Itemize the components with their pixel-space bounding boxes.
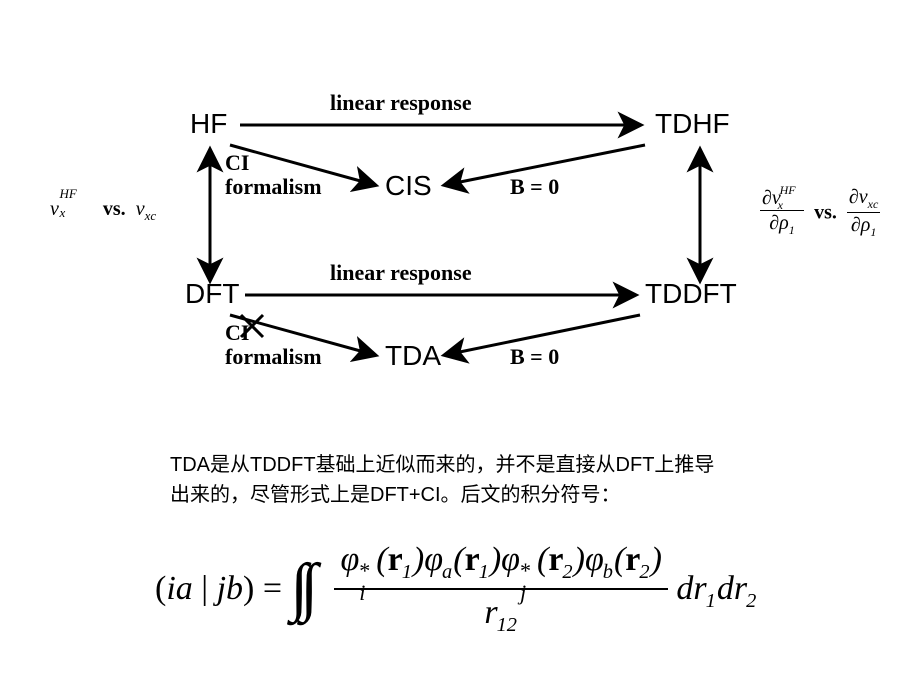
formula-lhs: (ia | jb) = (155, 570, 291, 607)
node-cis: CIS (385, 170, 432, 202)
integral-formula: (ia | jb) = ∫∫ φ*i(r1)φa(r1)φ*j(r2)φb(r2… (155, 540, 757, 639)
node-tdhf: TDHF (655, 108, 730, 140)
label-b0-bot: B = 0 (510, 344, 559, 369)
label-ci-top-1: CI (225, 150, 249, 175)
label-linear-response-top: linear response (330, 90, 472, 115)
formula-numerator: φ*i(r1)φa(r1)φ*j(r2)φb(r2) (334, 541, 667, 590)
label-vx-right: ∂vHFx∂ρ1 vs. ∂vxc∂ρ1 (760, 186, 880, 240)
label-ci-top-2: formalism (225, 174, 322, 199)
caption-text: TDA是从TDDFT基础上近似而来的，并不是直接从DFT上推导出来的，尽管形式上… (170, 450, 730, 510)
node-hf: HF (190, 108, 227, 140)
label-ci-bot-2: formalism (225, 344, 322, 369)
node-tddft: TDDFT (645, 278, 737, 310)
label-vx-left: vHFxvs. vxc (50, 198, 156, 224)
formula-tail: dr1dr2 (676, 570, 757, 607)
label-ci-bot-1: CI (225, 320, 249, 345)
formula-denominator: r12 (334, 590, 667, 637)
integral-sign-2: ∫ (301, 550, 319, 622)
node-tda: TDA (385, 340, 441, 372)
label-b0-top: B = 0 (510, 174, 559, 199)
node-dft: DFT (185, 278, 239, 310)
label-linear-response-bot: linear response (330, 260, 472, 285)
